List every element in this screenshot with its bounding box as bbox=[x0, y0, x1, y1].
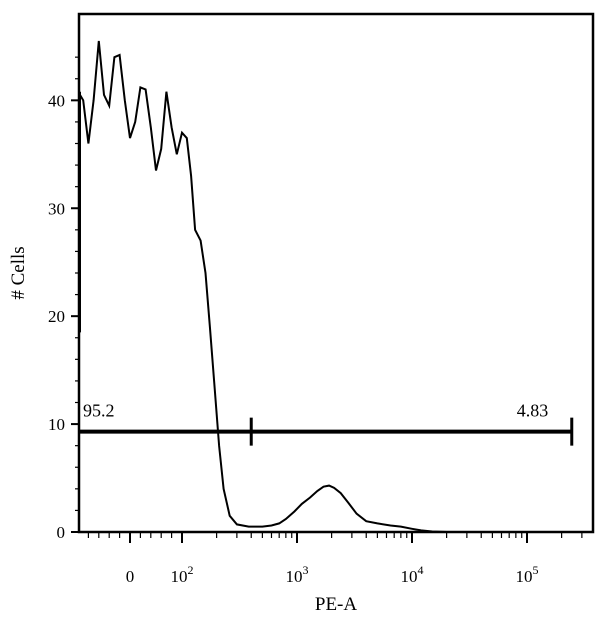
gate-label: 95.2 bbox=[83, 401, 115, 421]
histogram-series-line bbox=[79, 40, 573, 533]
gates: 95.2 4.83 bbox=[79, 401, 574, 446]
x-tick-label: 104 bbox=[401, 563, 424, 586]
x-tick-label: 105 bbox=[516, 563, 539, 586]
x-tick-exponent: 5 bbox=[533, 563, 539, 577]
x-tick-base: 10 bbox=[401, 567, 418, 586]
plot-frame bbox=[77, 12, 595, 534]
y-axis: 0 10 20 30 40 bbox=[48, 56, 79, 542]
y-tick-label: 30 bbox=[48, 199, 65, 218]
x-tick-base: 10 bbox=[516, 567, 533, 586]
x-tick-label: 103 bbox=[286, 563, 309, 586]
gate-label: 4.83 bbox=[517, 401, 549, 421]
x-axis-title: PE-A bbox=[315, 594, 358, 615]
x-tick-label: 102 bbox=[171, 563, 194, 586]
y-tick-label: 10 bbox=[48, 415, 65, 434]
x-tick-label: 0 bbox=[126, 567, 135, 586]
y-tick-label: 40 bbox=[48, 91, 65, 110]
y-tick-label: 0 bbox=[57, 523, 66, 542]
x-tick-exponent: 2 bbox=[188, 563, 194, 577]
x-tick-base: 10 bbox=[286, 567, 303, 586]
x-tick-base: 10 bbox=[171, 567, 188, 586]
x-axis: 0 102 103 104 105 bbox=[87, 532, 583, 586]
x-tick-exponent: 3 bbox=[303, 563, 309, 577]
x-tick-exponent: 4 bbox=[418, 563, 424, 577]
x-tick-base: 0 bbox=[126, 567, 135, 586]
y-tick-label: 20 bbox=[48, 307, 65, 326]
y-axis-title: # Cells bbox=[8, 246, 29, 299]
